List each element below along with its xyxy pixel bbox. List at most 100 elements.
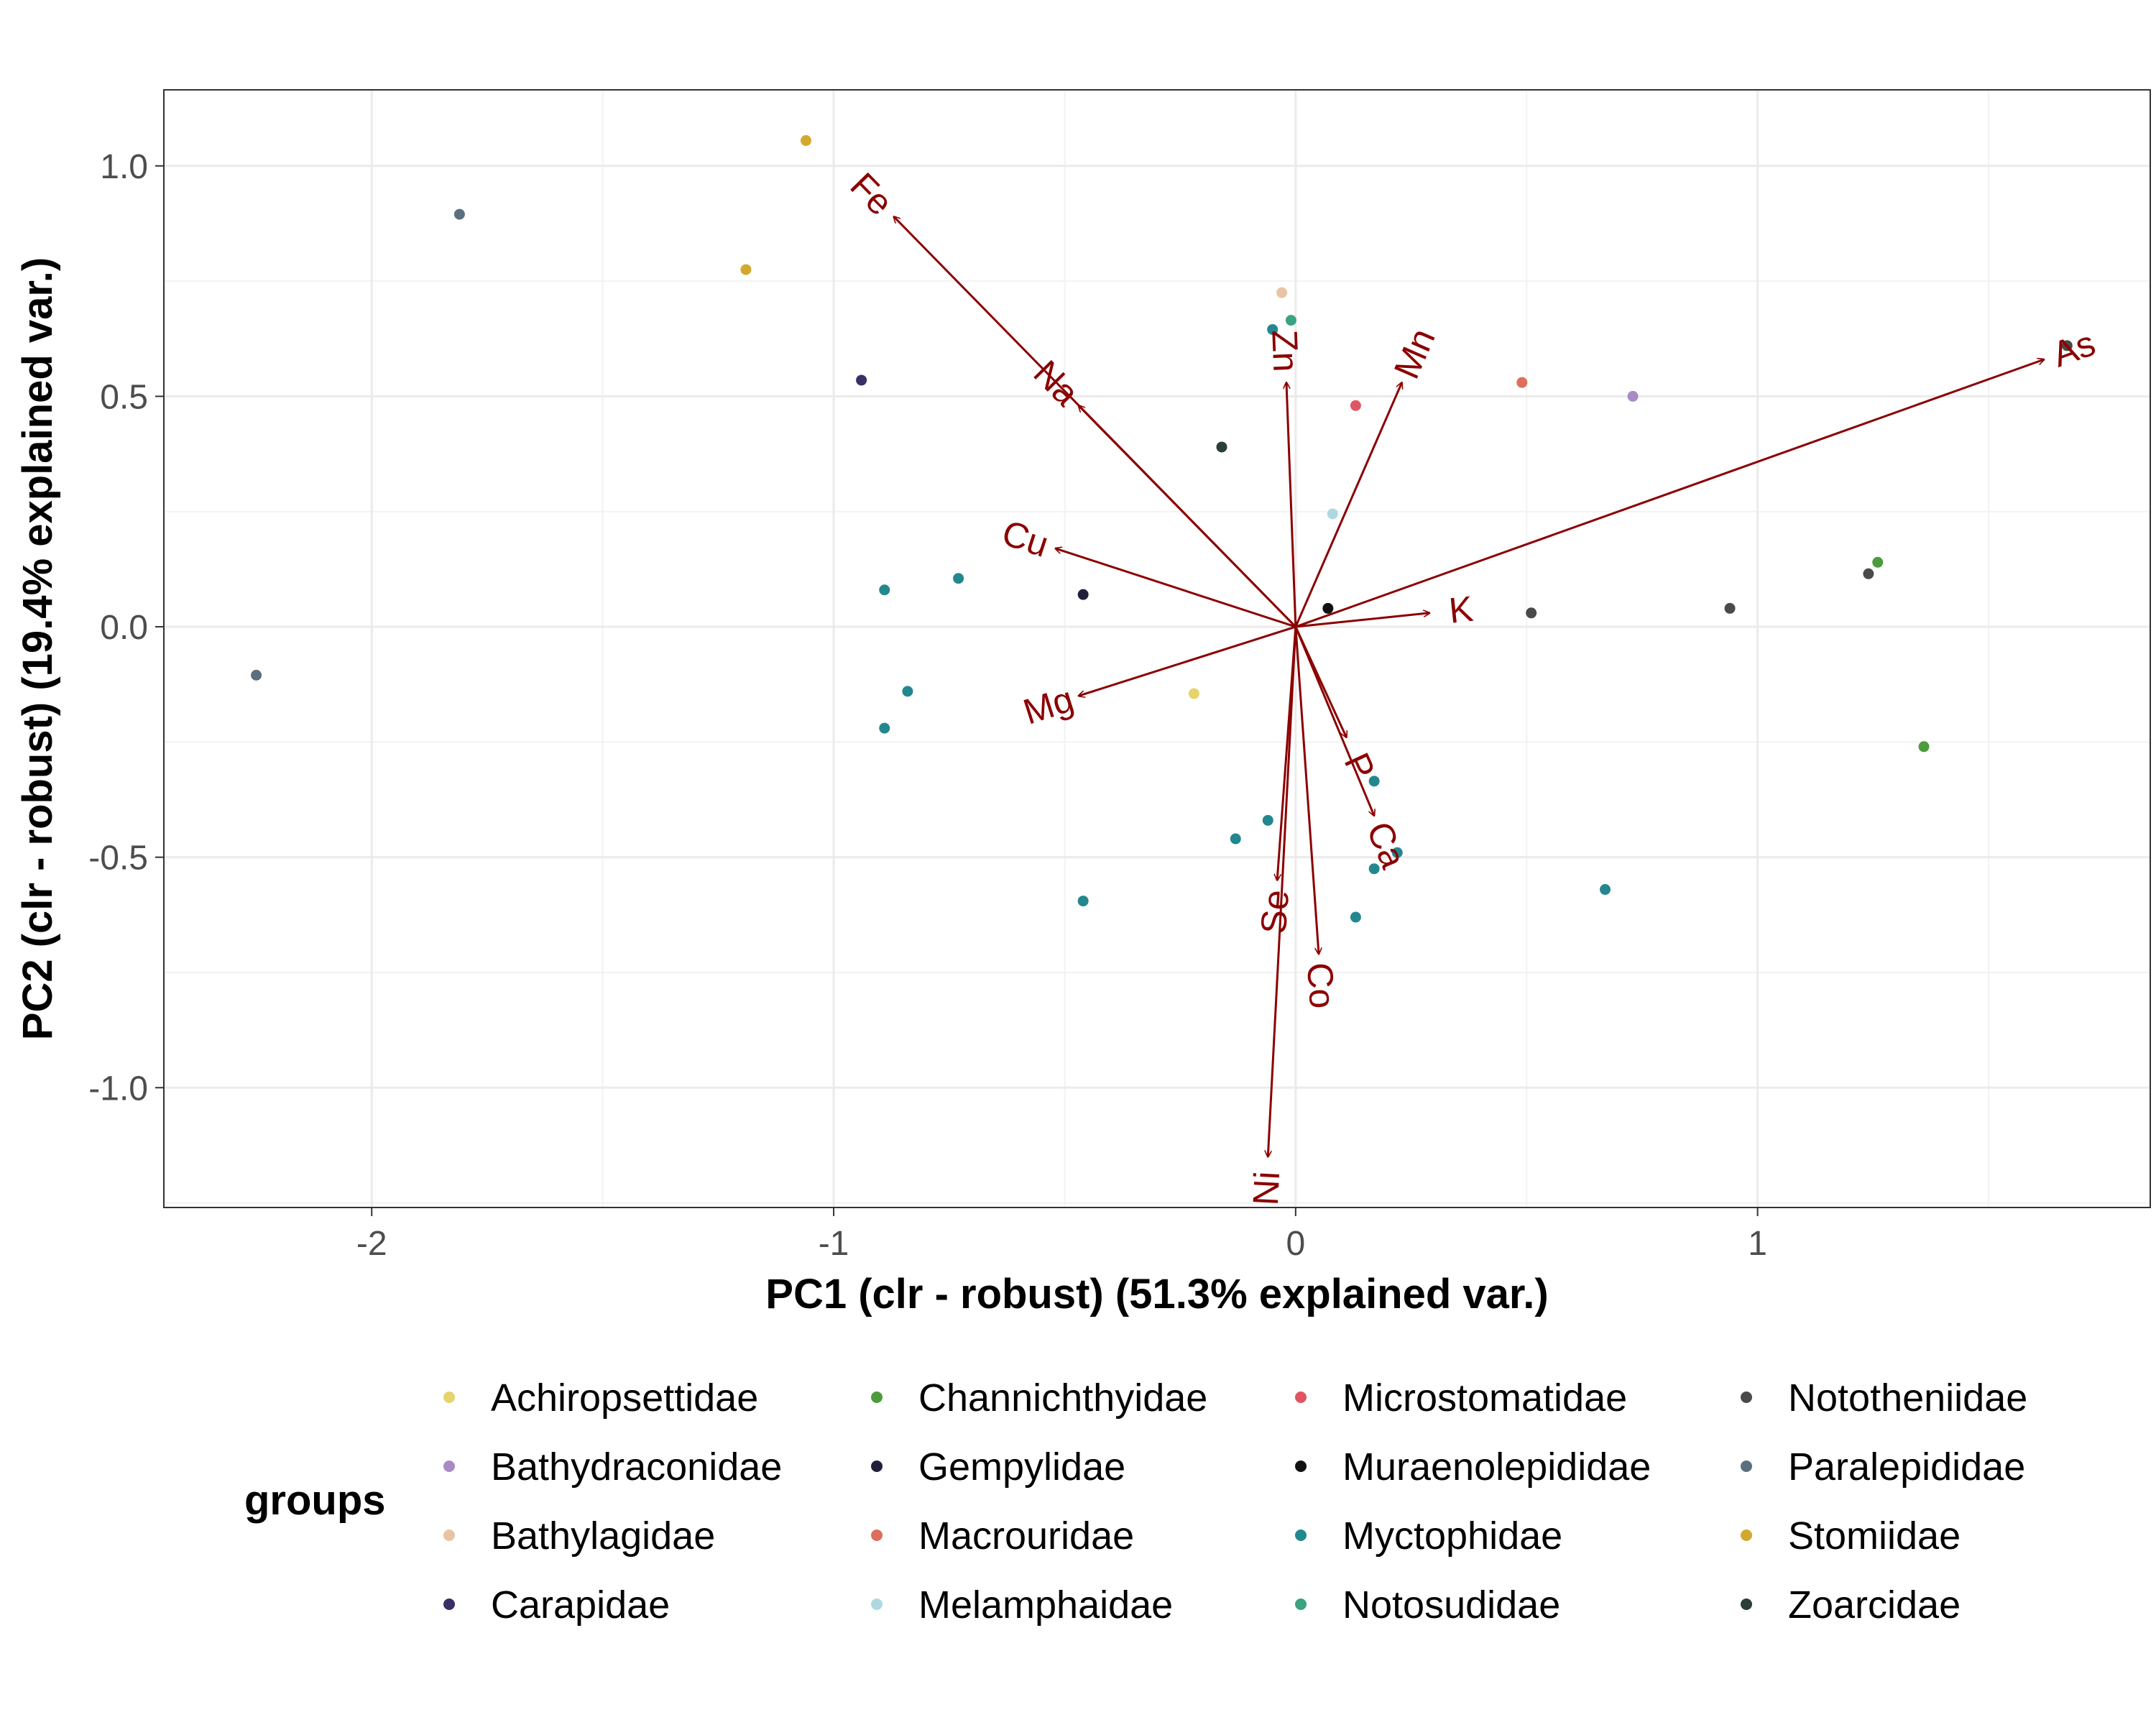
legend-label: Myctophidae [1342, 1514, 1562, 1558]
y-tick-label: -1.0 [88, 1070, 148, 1108]
y-tick-label: 0.5 [100, 378, 148, 416]
data-point [879, 584, 890, 596]
loading-arrow [1079, 405, 1296, 628]
data-point [1276, 287, 1288, 298]
legend-label: Paralepididae [1788, 1445, 2025, 1489]
data-point [251, 669, 262, 681]
data-point [1872, 556, 1884, 568]
data-point [1516, 377, 1528, 388]
legend-label: Carapidae [491, 1583, 670, 1627]
legend-label: Macrouridae [918, 1514, 1134, 1558]
legend-key [1741, 1460, 1752, 1472]
data-point [1077, 896, 1089, 907]
axis-ticks: -2 -1 0 1 -1.0 -0.5 0.0 0.5 1.0 [88, 148, 1767, 1263]
legend-key [871, 1460, 883, 1472]
loading-label: K [1447, 589, 1475, 631]
loading-arrow [1268, 626, 1297, 1156]
x-axis-title: PC1 (clr - robust) (51.3% explained var.… [765, 1271, 1548, 1317]
legend-key [1741, 1392, 1752, 1403]
data-point [1077, 589, 1089, 600]
data-point [2061, 340, 2073, 351]
legend-label: Nototheniidae [1788, 1376, 2027, 1420]
loading-arrow [1286, 382, 1297, 627]
y-axis-title: PC2 (clr - robust) (19.4% explained var.… [14, 257, 61, 1040]
legend-key [1741, 1530, 1752, 1541]
loading-label: Ni [1245, 1170, 1287, 1206]
loading-label: Mn [1386, 323, 1443, 385]
legend-key [1295, 1392, 1307, 1403]
data-point [800, 135, 811, 147]
data-point [1327, 508, 1338, 520]
legend-title: groups [244, 1477, 386, 1524]
legend-label: Bathylagidae [491, 1514, 715, 1558]
loading-arrow [1079, 625, 1296, 696]
x-tick-label: 0 [1286, 1225, 1305, 1263]
legend-key [1295, 1460, 1307, 1472]
x-tick-label: 1 [1748, 1225, 1767, 1263]
loading-arrow [1295, 613, 1429, 628]
loading-label: Ca [1359, 816, 1414, 874]
y-tick-label: 0.0 [100, 609, 148, 647]
data-point [1526, 607, 1537, 619]
data-point [1724, 602, 1736, 614]
loading-label: Fe [842, 165, 900, 223]
legend-label: Muraenolepididae [1342, 1445, 1651, 1489]
data-point [1368, 863, 1380, 875]
legend-key [1295, 1530, 1307, 1541]
legend: groups Achiropsettidae Bathydraconidae Bat… [244, 1376, 2027, 1627]
loading-arrow [1294, 626, 1374, 816]
data-point [1350, 400, 1361, 411]
grid [164, 90, 2150, 1208]
legend-key [1741, 1598, 1752, 1610]
data-point [1627, 390, 1639, 402]
legend-key [1295, 1598, 1307, 1610]
legend-label: Gempylidae [918, 1445, 1125, 1489]
data-point [1262, 814, 1273, 826]
legend-key [443, 1530, 455, 1541]
x-tick-label: -2 [356, 1225, 387, 1263]
legend-label: Bathydraconidae [491, 1445, 782, 1489]
legend-label: Microstomatidae [1342, 1376, 1627, 1420]
loading-label: Se [1253, 888, 1296, 935]
data-point [1350, 911, 1361, 923]
legend-key [871, 1530, 883, 1541]
legend-label: Notosudidae [1342, 1583, 1560, 1627]
data-points [251, 135, 2073, 923]
x-tick-label: -1 [819, 1225, 849, 1263]
loading-arrow [1294, 626, 1319, 954]
loading-arrow [1295, 359, 2044, 628]
legend-key [871, 1392, 883, 1403]
y-tick-label: -0.5 [88, 840, 148, 878]
legend-label: Melamphaidae [918, 1583, 1173, 1627]
loading-label: Zn [1264, 329, 1306, 372]
loading-label: Co [1299, 961, 1342, 1010]
data-point [856, 374, 867, 386]
legend-label: Achiropsettidae [491, 1376, 758, 1420]
plot-panel-border [163, 89, 2151, 1208]
legend-label: Zoarcidae [1788, 1583, 1961, 1627]
loading-label: Cu [998, 512, 1054, 565]
data-point [740, 264, 752, 275]
data-point [1267, 323, 1279, 335]
legend-key [443, 1460, 455, 1472]
data-point [953, 573, 964, 584]
data-point [879, 722, 890, 734]
loading-label: As [2047, 323, 2101, 374]
loading-label: Mg [1018, 678, 1078, 732]
data-point [1285, 315, 1296, 326]
data-point [902, 686, 913, 697]
data-point [1863, 568, 1874, 579]
data-point [453, 208, 465, 220]
data-point [1600, 884, 1611, 896]
data-point [1188, 688, 1199, 699]
legend-key [871, 1598, 883, 1610]
data-point [1230, 833, 1241, 845]
legend-label: Stomiidae [1788, 1514, 1961, 1558]
data-point [1216, 441, 1227, 453]
data-point [1322, 602, 1334, 614]
data-point [1918, 741, 1930, 753]
loading-arrow [1056, 548, 1296, 628]
loading-arrow [1294, 382, 1402, 627]
